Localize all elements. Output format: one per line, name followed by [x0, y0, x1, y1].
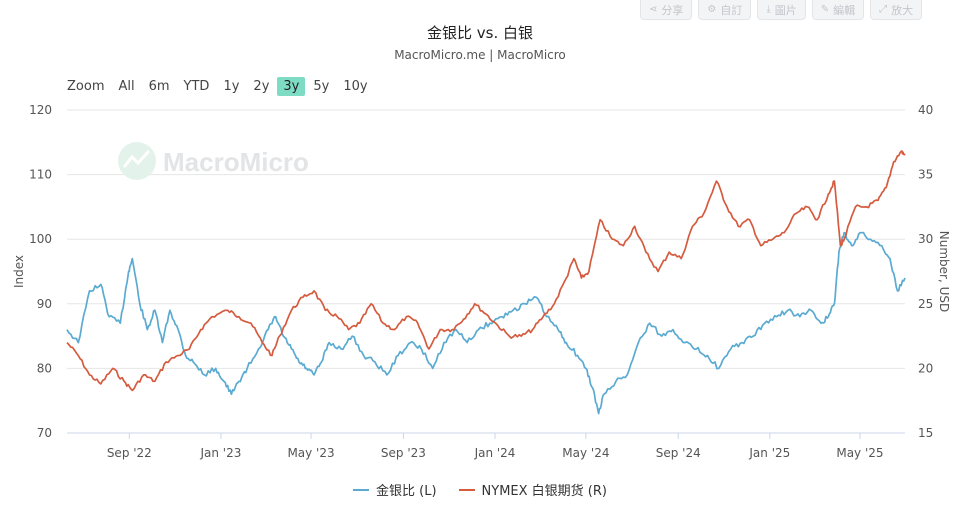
y-left-tick-label: 110: [29, 168, 52, 182]
watermark: MacroMicro: [118, 142, 309, 180]
zoom-label: Zoom: [67, 78, 105, 94]
expand-icon: ⤢: [879, 4, 888, 15]
share-label: 分享: [661, 3, 684, 17]
legend-item-gold-silver-ratio[interactable]: 金银比 (L): [353, 480, 437, 499]
series-lines: [66, 150, 906, 415]
y-right-tick-label: 30: [918, 232, 933, 246]
customize-label: 自訂: [720, 3, 743, 17]
watermark-logo-mark: [122, 149, 151, 168]
chart-legend: 金银比 (L) NYMEX 白银期货 (R): [0, 480, 960, 499]
image-download-button[interactable]: ⤓ 圖片: [757, 0, 806, 20]
grid-lines: [67, 109, 905, 434]
legend-item-silver-futures[interactable]: NYMEX 白银期货 (R): [458, 480, 607, 499]
axes: 70 80 90 100 110 120 15 20 25 30 35 40 Sep '22 Jan '2…: [12, 103, 951, 460]
zoom-1y-button[interactable]: 1y: [223, 78, 240, 94]
legend-swatch-left: [353, 488, 369, 491]
y-right-tick-label: 35: [918, 168, 933, 182]
download-icon: ⤓: [766, 4, 771, 15]
x-tick-label: Sep '22: [107, 446, 152, 460]
share-button[interactable]: ⋖ 分享: [640, 0, 693, 20]
edit-label: 編輯: [833, 3, 856, 17]
y-left-tick-label: 90: [37, 297, 52, 311]
y-right-tick-label: 40: [918, 103, 933, 117]
pencil-icon: ✎: [820, 4, 830, 15]
x-tick-label: May '23: [287, 446, 334, 460]
y-right-tick-label: 25: [918, 297, 933, 311]
zoom-6m-button[interactable]: 6m: [148, 78, 170, 94]
x-tick-label: Sep '23: [381, 446, 426, 460]
edit-button[interactable]: ✎ 編輯: [811, 0, 865, 20]
zoom-3y-button[interactable]: 3y: [277, 76, 306, 96]
y-left-tick-label: 80: [37, 361, 52, 375]
series-line-silver-futures: [66, 150, 906, 392]
y-left-tick-label: 120: [29, 103, 52, 117]
zoom-all-button[interactable]: All: [118, 78, 135, 94]
y-left-tick-label: 70: [37, 426, 52, 440]
gear-icon: ⚙: [707, 4, 717, 15]
y-right-tick-label: 20: [918, 361, 933, 375]
legend-label-left: 金银比 (L): [376, 484, 437, 499]
legend-label-right: NYMEX 白银期货 (R): [481, 484, 607, 499]
zoom-selector: Zoom All 6m YTD 1y 2y 3y 5y 10y: [67, 75, 374, 97]
series-line-gold-silver-ratio: [66, 231, 906, 415]
image-label: 圖片: [774, 3, 797, 17]
y-right-tick-label: 15: [918, 426, 933, 440]
x-tick-label: Jan '24: [474, 446, 516, 460]
x-tick-label: May '24: [562, 446, 609, 460]
x-tick-label: Jan '25: [748, 446, 790, 460]
x-tick-label: May '25: [836, 446, 883, 460]
x-tick-label: Sep '24: [656, 446, 701, 460]
chart-toolbar: ⋖ 分享 ⚙ 自訂 ⤓ 圖片 ✎ 編輯 ⤢ 放大: [640, 0, 960, 20]
zoom-5y-button[interactable]: 5y: [313, 78, 330, 94]
line-chart: MacroMicro 70 80 90 100 110 120 15 20 25 30 35 40 Se…: [12, 103, 951, 460]
chart-title: 金银比 vs. 白银: [427, 24, 533, 42]
expand-button[interactable]: ⤢ 放大: [870, 0, 923, 20]
zoom-ytd-button[interactable]: YTD: [183, 78, 210, 94]
y-left-tick-label: 100: [29, 232, 52, 246]
x-tick-label: Jan '23: [199, 446, 241, 460]
legend-swatch-right: [458, 488, 475, 491]
y-right-axis-title: Number, USD: [937, 231, 951, 312]
zoom-10y-button[interactable]: 10y: [343, 78, 368, 94]
share-icon: ⋖: [649, 4, 658, 15]
customize-button[interactable]: ⚙ 自訂: [698, 0, 752, 20]
y-left-axis-title: Index: [12, 255, 26, 288]
chart-subtitle: MacroMicro.me | MacroMicro: [394, 48, 566, 62]
expand-label: 放大: [891, 3, 914, 17]
watermark-text: MacroMicro: [163, 147, 309, 177]
zoom-2y-button[interactable]: 2y: [253, 78, 270, 94]
